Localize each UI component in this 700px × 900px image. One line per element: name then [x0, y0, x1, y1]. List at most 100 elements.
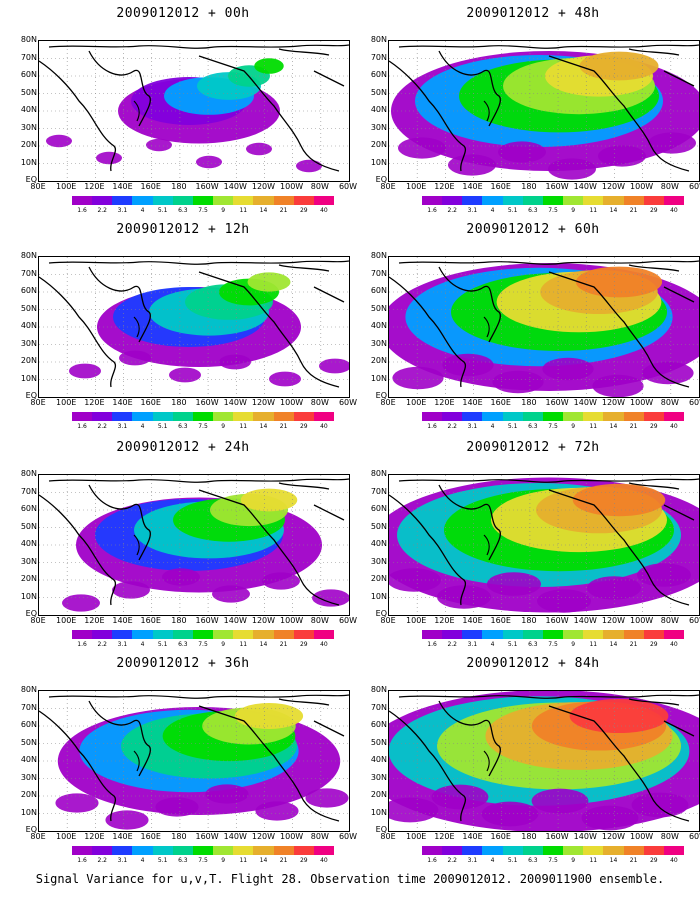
colorbar-label: 40: [670, 857, 678, 864]
lon-label: 100E: [406, 182, 427, 191]
figure-caption: Signal Variance for u,v,T. Flight 28. Ob…: [35, 872, 665, 886]
lon-label: 160W: [545, 398, 569, 407]
lat-label: 10N: [370, 157, 387, 167]
variance-patch: [246, 142, 272, 156]
lon-label: 60W: [338, 398, 358, 407]
colorbar-label: 1.6: [77, 207, 87, 214]
lon-label: 140E: [112, 398, 133, 407]
coastline-asia: [39, 50, 151, 172]
lon-label: 80E: [30, 398, 46, 407]
lat-label: 30N: [20, 772, 37, 782]
colorbar-swatch: [542, 196, 564, 205]
colorbar-label: 5.1: [157, 423, 168, 430]
colorbar-swatch: [92, 630, 113, 639]
colorbar-label: 2.2: [97, 423, 107, 430]
colorbar-label: 1.6: [427, 641, 437, 648]
colorbar-label: 6.3: [178, 207, 188, 214]
colorbar-label: 11: [239, 857, 248, 864]
variance-patch: [537, 589, 591, 613]
lat-label: 70N: [370, 702, 387, 712]
lat-label: 30N: [370, 772, 387, 782]
lon-label: 140E: [462, 398, 483, 407]
colorbar-swatch: [583, 412, 604, 421]
colorbar-label: 14: [259, 423, 268, 430]
colorbar-swatch: [522, 846, 543, 855]
lat-label: 80N: [370, 685, 387, 694]
lon-label: 100W: [280, 832, 304, 841]
variance-patch: [598, 145, 646, 167]
lon-label: 120E: [84, 398, 105, 407]
colorbar-swatch: [233, 196, 254, 205]
panel-title: 2009012012 + 84h: [466, 656, 600, 671]
coastline-asia: [39, 266, 151, 388]
colorbar-swatch: [563, 196, 584, 205]
variance-patch: [398, 137, 446, 159]
coastline-japan: [483, 750, 490, 772]
lon-label: 160E: [140, 616, 161, 625]
lon-label: 180: [171, 182, 187, 191]
colorbar-label: 4: [140, 207, 145, 214]
colorbar-swatch: [502, 412, 523, 421]
variance-patch: [62, 594, 100, 612]
lon-label: 80W: [310, 182, 329, 191]
lon-label: 80E: [30, 616, 46, 625]
coastline-japan: [133, 534, 140, 556]
variance-patch: [448, 154, 496, 176]
variance-patch: [46, 134, 72, 148]
colorbar-swatch: [273, 412, 294, 421]
colorbar-label: 2.2: [447, 641, 457, 648]
lon-label: 80W: [660, 182, 679, 191]
colorbar-label: 14: [609, 641, 618, 648]
variance-field: [389, 475, 699, 615]
lon-label: 120W: [251, 832, 276, 841]
colorbar-label: 1.6: [77, 641, 87, 648]
map-plot: [38, 690, 350, 832]
lat-label: 40N: [20, 539, 37, 548]
lon-label: 160E: [140, 398, 161, 407]
colorbar-label: 29: [299, 423, 308, 430]
lat-label: EQ: [25, 391, 37, 400]
lon-label: 120E: [84, 182, 105, 191]
colorbar-label: 7.5: [548, 641, 558, 648]
variance-patch: [162, 568, 200, 586]
colorbar-label: 3.1: [467, 641, 478, 648]
lon-label: 100W: [630, 182, 654, 191]
coastline-arctic: [48, 44, 349, 49]
lat-label: 40N: [20, 105, 37, 114]
variance-patch: [592, 374, 644, 397]
colorbar-label: 11: [589, 423, 598, 430]
lat-label: EQ: [375, 825, 387, 834]
colorbar-label: 9: [571, 641, 576, 648]
lat-label: 60N: [20, 70, 37, 79]
lon-label: 180: [521, 616, 537, 625]
lon-label: 160W: [545, 182, 569, 191]
lat-label: 70N: [20, 702, 37, 712]
lon-label: 80E: [380, 182, 396, 191]
colorbar-swatch: [502, 196, 523, 205]
colorbar-label: 2.2: [447, 207, 457, 214]
lon-label: 80W: [660, 616, 679, 625]
coastline-north-america: [548, 264, 695, 388]
lat-label: EQ: [375, 175, 387, 184]
colorbar-swatch: [583, 846, 604, 855]
lon-label: 180: [521, 398, 537, 407]
lon-label: 180: [521, 832, 537, 841]
colorbar-label: 11: [589, 207, 598, 214]
colorbar-swatch: [112, 412, 133, 421]
lat-label: 10N: [370, 373, 387, 383]
colorbar-swatch: [542, 630, 564, 639]
colorbar-label: 4: [490, 641, 495, 648]
lat-label: 80N: [370, 469, 387, 478]
lat-label: 50N: [370, 87, 387, 97]
coastline-japan: [483, 316, 490, 338]
colorbar-swatch: [502, 630, 523, 639]
colorbar: [72, 196, 335, 205]
lat-label: 80N: [370, 35, 387, 44]
colorbar-label: 5.1: [507, 857, 518, 864]
lat-label: 60N: [370, 504, 387, 513]
coastline-north-america: [548, 698, 695, 822]
lat-label: 20N: [370, 356, 387, 365]
colorbar: [72, 846, 335, 855]
colorbar-label: 1.6: [427, 857, 437, 864]
colorbar-label: 9: [221, 423, 226, 430]
